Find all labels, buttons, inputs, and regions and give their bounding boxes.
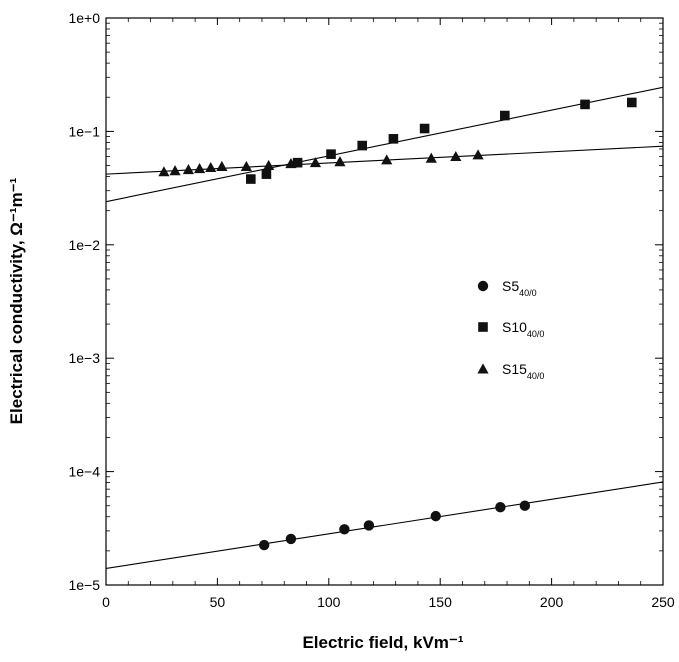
legend-marker-s5: [477, 280, 489, 292]
legend-label-s5: S540/0: [502, 278, 537, 298]
y-tick-label: 1e−5: [68, 577, 100, 593]
x-tick-label: 150: [429, 594, 453, 610]
plot-area: [105, 17, 664, 586]
data-point-s10: [292, 157, 303, 168]
data-point-s10: [388, 134, 399, 144]
data-point-s15: [309, 157, 322, 168]
data-point-s15: [472, 149, 484, 160]
plot-frame: [105, 17, 664, 586]
data-point-s15: [205, 161, 217, 173]
data-point-s15: [381, 154, 393, 165]
x-tick-label: 100: [317, 594, 341, 610]
data-point-s10: [246, 174, 256, 184]
data-point-s5: [495, 502, 506, 513]
data-point-s15: [285, 158, 297, 169]
x-tick-label: 0: [102, 594, 110, 610]
data-point-s15: [334, 156, 346, 167]
data-point-s10: [261, 169, 272, 179]
data-point-s15: [450, 150, 462, 162]
data-point-s5: [339, 524, 350, 535]
y-tick-label: 1e−2: [68, 237, 100, 253]
data-point-s5: [430, 510, 441, 522]
x-tick-label: 50: [210, 594, 226, 610]
y-axis-ticks: 1e−5 1e−4 1e−3 1e−2 1e−1 1e+0: [68, 10, 663, 593]
legend-marker-s15: [477, 363, 489, 374]
legend: S540/0 S1040/0 S1540/0: [477, 278, 544, 381]
data-point-s5: [363, 520, 375, 531]
data-point-s5: [519, 500, 531, 511]
legend-marker-s10: [478, 322, 488, 332]
fit-line-s5: [106, 481, 663, 569]
data-point-s10: [500, 110, 510, 121]
data-point-s15: [158, 166, 170, 177]
data-point-s10: [419, 123, 430, 134]
data-point-s15: [182, 164, 195, 175]
data-point-s5: [258, 539, 270, 551]
data-point-s15: [193, 162, 206, 174]
fit-line-s10: [106, 86, 663, 203]
y-axis-title: Electrical conductivity, Ω⁻¹m⁻¹: [7, 177, 26, 424]
y-tick-label: 1e−4: [68, 464, 100, 480]
data-point-s15: [169, 165, 181, 176]
data-point-s10: [357, 140, 368, 151]
legend-label-s10: S1040/0: [502, 319, 544, 339]
x-axis-ticks: 0 50 100 150 200 250: [102, 18, 675, 610]
x-axis-title: Electric field, kVm⁻¹: [302, 633, 463, 652]
data-point-s10: [627, 97, 637, 108]
x-tick-label: 250: [651, 594, 675, 610]
data-point-s15: [216, 160, 228, 172]
data-point-s15: [263, 159, 275, 171]
y-tick-label: 1e−1: [68, 123, 100, 139]
data-point-s5: [285, 533, 297, 545]
x-tick-label: 200: [540, 594, 564, 610]
y-tick-label: 1e+0: [68, 10, 100, 26]
data-point-s15: [240, 160, 252, 172]
data-point-s15: [425, 152, 437, 163]
legend-label-s15: S1540/0: [502, 361, 544, 381]
data-markers: [158, 97, 637, 551]
data-point-s10: [326, 149, 336, 159]
y-tick-label: 1e−3: [68, 350, 100, 366]
data-point-s10: [580, 99, 590, 110]
